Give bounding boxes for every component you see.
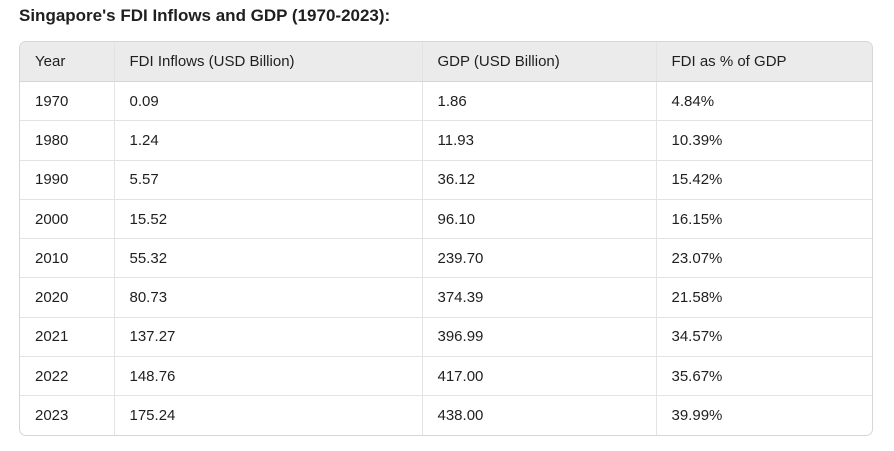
table-cell: 34.57% [655,316,872,357]
column-header: FDI Inflows (USD Billion) [113,42,422,82]
table-cell: 1990 [20,159,114,200]
table-cell: 16.15% [655,198,872,239]
table-cell: 15.52 [113,198,422,239]
table-cell: 5.57 [113,159,422,200]
table-cell: 148.76 [113,356,422,396]
table-header: Year FDI Inflows (USD Billion) GDP (USD Bi… [20,42,872,82]
table-container: Year FDI Inflows (USD Billion) GDP (USD Bi… [19,41,873,436]
table-cell: 374.39 [421,277,656,318]
table-cell: 21.58% [655,277,872,318]
table-row: 2022 148.76 417.00 35.67% [20,356,872,396]
table-cell: 2020 [20,277,114,318]
table-row: 2021 137.27 396.99 34.57% [20,316,872,357]
table-cell: 2000 [20,198,114,239]
table-cell: 15.42% [655,159,872,200]
table-cell: 137.27 [113,316,422,357]
table-cell: 396.99 [421,316,656,357]
table-cell: 39.99% [655,395,872,435]
table-cell: 438.00 [421,395,656,435]
table-row: 2020 80.73 374.39 21.58% [20,277,872,318]
table-row: 1990 5.57 36.12 15.42% [20,159,872,200]
table-cell: 23.07% [655,238,872,278]
table-cell: 10.39% [655,120,872,161]
table-cell: 11.93 [421,120,656,161]
title: Singapore's FDI Inflows and GDP (1970-20… [19,6,391,25]
table-body: 1970 0.09 1.86 4.84% 1980 1.24 11.93 10.39% 1990… [20,81,872,435]
column-header: Year [20,42,114,82]
table-cell: 36.12 [421,159,656,200]
table-cell: 1.86 [421,81,656,121]
column-header: FDI as % of GDP [655,42,872,82]
table-cell: 2022 [20,356,114,396]
table-cell: 55.32 [113,238,422,278]
table-cell: 35.67% [655,356,872,396]
header-row: Year FDI Inflows (USD Billion) GDP (USD Bi… [20,42,872,82]
table-cell: 2023 [20,395,114,435]
table-row: 2010 55.32 239.70 23.07% [20,238,872,278]
column-header: GDP (USD Billion) [421,42,656,82]
table-cell: 1.24 [113,120,422,161]
table-row: 2023 175.24 438.00 39.99% [20,395,872,435]
table-cell: 2021 [20,316,114,357]
table-cell: 2010 [20,238,114,278]
table-cell: 4.84% [655,81,872,121]
table: Year FDI Inflows (USD Billion) GDP (USD Bi… [20,42,872,435]
table-cell: 80.73 [113,277,422,318]
table-cell: 1980 [20,120,114,161]
table-cell: 0.09 [113,81,422,121]
table-cell: 417.00 [421,356,656,396]
table-cell: 96.10 [421,198,656,239]
table-row: 1980 1.24 11.93 10.39% [20,120,872,161]
table-cell: 239.70 [421,238,656,278]
table-row: 1970 0.09 1.86 4.84% [20,81,872,121]
table-cell: 1970 [35,92,69,110]
table-cell: 175.24 [113,395,422,435]
table-row: 2000 15.52 96.10 16.15% [20,198,872,239]
